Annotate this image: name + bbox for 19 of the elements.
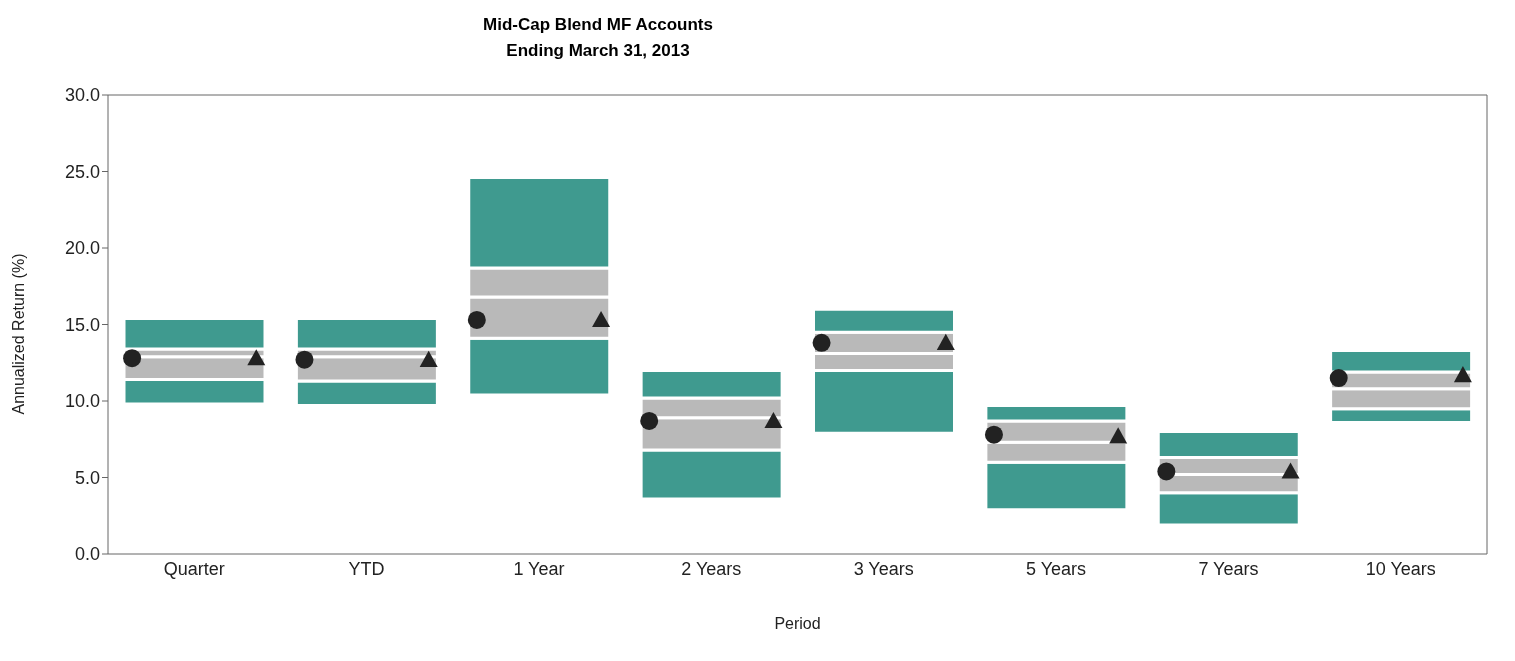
x-tick-label: 2 Years bbox=[681, 558, 742, 579]
y-tick-label: 15.0 bbox=[64, 314, 100, 335]
y-tick-label: 10.0 bbox=[64, 391, 100, 412]
x-tick-label: YTD bbox=[348, 558, 385, 579]
chart-title: Mid-Cap Blend MF Accounts bbox=[482, 14, 714, 36]
y-tick-label: 25.0 bbox=[64, 161, 100, 182]
y-tick-label: 5.0 bbox=[74, 467, 100, 488]
y-tick-label: 30.0 bbox=[64, 85, 100, 106]
x-tick-label: 7 Years bbox=[1198, 558, 1259, 579]
x-tick-label: 10 Years bbox=[1365, 558, 1436, 579]
y-axis-title: Annualized Return (%) bbox=[9, 253, 27, 415]
x-tick-label: 5 Years bbox=[1026, 558, 1087, 579]
chart-subtitle: Ending March 31, 2013 bbox=[505, 40, 691, 62]
x-axis-title: Period bbox=[774, 615, 821, 632]
x-tick-label: 3 Years bbox=[853, 558, 914, 579]
x-tick-label: Quarter bbox=[163, 558, 225, 579]
y-tick-label: 0.0 bbox=[74, 544, 100, 565]
y-tick-label: 20.0 bbox=[64, 238, 100, 259]
x-tick-label: 1 Year bbox=[513, 558, 565, 579]
